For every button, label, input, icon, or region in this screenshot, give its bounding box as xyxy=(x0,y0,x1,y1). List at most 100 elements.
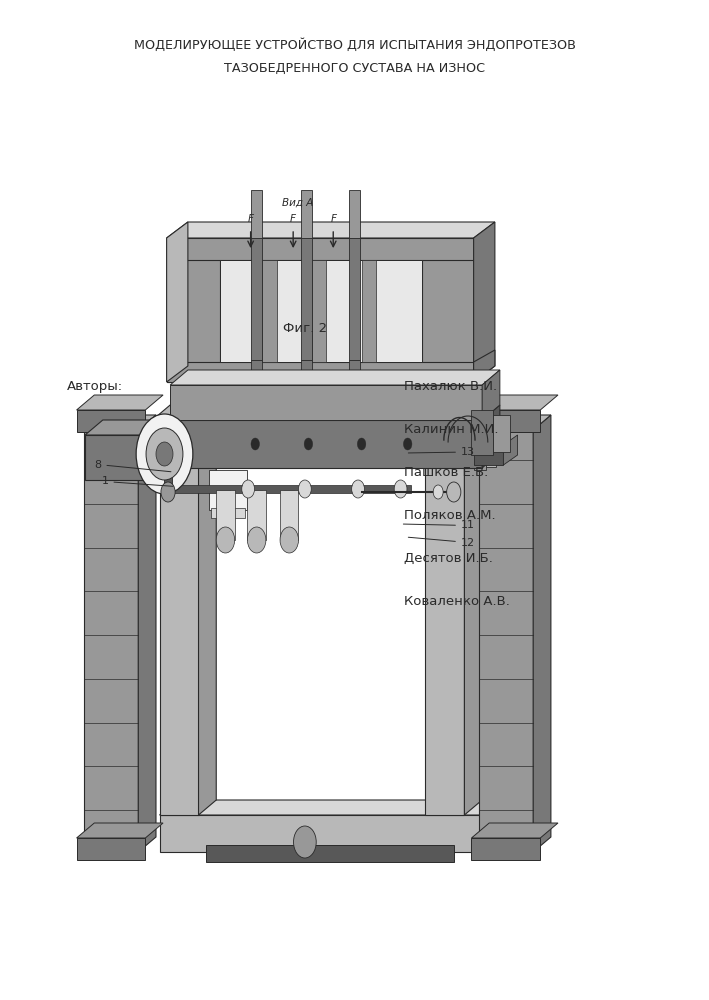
Polygon shape xyxy=(251,360,262,455)
Circle shape xyxy=(403,438,412,450)
Polygon shape xyxy=(199,450,216,815)
Polygon shape xyxy=(152,420,482,468)
Polygon shape xyxy=(479,415,551,430)
Polygon shape xyxy=(216,490,235,540)
Polygon shape xyxy=(160,800,510,815)
Polygon shape xyxy=(301,190,312,238)
Polygon shape xyxy=(474,222,495,382)
Polygon shape xyxy=(312,260,326,362)
Polygon shape xyxy=(77,823,163,838)
Polygon shape xyxy=(251,190,262,238)
Polygon shape xyxy=(464,450,482,815)
Polygon shape xyxy=(167,240,220,382)
Polygon shape xyxy=(85,435,152,480)
Polygon shape xyxy=(471,395,558,410)
Polygon shape xyxy=(479,430,533,852)
Polygon shape xyxy=(251,238,262,360)
Polygon shape xyxy=(301,360,312,455)
Polygon shape xyxy=(167,362,474,382)
Circle shape xyxy=(357,438,366,450)
Text: 8: 8 xyxy=(94,460,171,472)
Circle shape xyxy=(247,527,266,553)
Polygon shape xyxy=(471,823,558,838)
Text: МОДЕЛИРУЮЩЕЕ УСТРОЙСТВО ДЛЯ ИСПЫТАНИЯ ЭНДОПРОТЕЗОВ: МОДЕЛИРУЮЩЕЕ УСТРОЙСТВО ДЛЯ ИСПЫТАНИЯ ЭН… xyxy=(133,38,576,52)
Polygon shape xyxy=(167,222,495,238)
Circle shape xyxy=(242,480,255,498)
Polygon shape xyxy=(474,425,486,470)
Text: Фиг. 2: Фиг. 2 xyxy=(283,322,327,335)
Polygon shape xyxy=(425,450,482,465)
Circle shape xyxy=(161,482,175,502)
Polygon shape xyxy=(77,395,163,410)
Polygon shape xyxy=(220,260,422,362)
Polygon shape xyxy=(206,845,454,862)
Polygon shape xyxy=(482,370,500,420)
Text: Пахалюк В.И.: Пахалюк В.И. xyxy=(404,380,497,393)
Polygon shape xyxy=(170,385,482,420)
Text: Калинин М.И.: Калинин М.И. xyxy=(404,423,498,436)
Polygon shape xyxy=(252,490,262,535)
Polygon shape xyxy=(422,240,474,382)
Polygon shape xyxy=(160,450,216,465)
Circle shape xyxy=(298,480,311,498)
Circle shape xyxy=(433,485,443,499)
Polygon shape xyxy=(474,350,495,382)
Circle shape xyxy=(447,482,461,502)
Polygon shape xyxy=(425,465,464,815)
Circle shape xyxy=(280,527,298,553)
Polygon shape xyxy=(167,238,474,260)
Circle shape xyxy=(294,826,316,858)
Polygon shape xyxy=(170,370,500,385)
Text: F: F xyxy=(330,214,336,224)
Polygon shape xyxy=(471,838,540,860)
Polygon shape xyxy=(84,430,138,852)
Text: 11: 11 xyxy=(403,520,475,530)
Polygon shape xyxy=(349,238,360,360)
Text: Вид А: Вид А xyxy=(282,198,313,208)
Text: Авторы:: Авторы: xyxy=(67,380,123,393)
Polygon shape xyxy=(160,815,493,852)
Text: 1: 1 xyxy=(101,477,173,487)
Text: 12: 12 xyxy=(408,537,475,548)
Polygon shape xyxy=(349,190,360,238)
Circle shape xyxy=(352,480,364,498)
Circle shape xyxy=(156,442,173,466)
Polygon shape xyxy=(84,415,156,430)
Polygon shape xyxy=(301,238,312,360)
Text: Пашков Е.В.: Пашков Е.В. xyxy=(404,466,489,479)
Polygon shape xyxy=(170,485,411,493)
Circle shape xyxy=(216,527,235,553)
Polygon shape xyxy=(77,838,145,860)
Polygon shape xyxy=(493,800,510,852)
Polygon shape xyxy=(152,405,500,420)
Polygon shape xyxy=(138,415,156,852)
Polygon shape xyxy=(474,445,503,465)
Circle shape xyxy=(304,438,313,450)
Polygon shape xyxy=(160,465,199,815)
Polygon shape xyxy=(247,490,266,540)
Polygon shape xyxy=(503,435,518,465)
Polygon shape xyxy=(85,420,170,435)
Polygon shape xyxy=(211,508,245,518)
Text: Коваленко А.В.: Коваленко А.В. xyxy=(404,595,510,608)
Polygon shape xyxy=(362,260,376,362)
Polygon shape xyxy=(262,260,277,362)
Polygon shape xyxy=(152,420,170,480)
Polygon shape xyxy=(177,800,510,840)
Polygon shape xyxy=(482,405,500,468)
Circle shape xyxy=(251,438,259,450)
Polygon shape xyxy=(471,410,540,432)
Text: Поляков А.М.: Поляков А.М. xyxy=(404,509,496,522)
Polygon shape xyxy=(167,222,188,382)
Circle shape xyxy=(136,414,193,494)
Polygon shape xyxy=(349,360,360,455)
Circle shape xyxy=(394,480,407,498)
Polygon shape xyxy=(284,490,294,535)
Polygon shape xyxy=(77,410,145,432)
Circle shape xyxy=(146,428,183,480)
Text: Десятов И.Б.: Десятов И.Б. xyxy=(404,552,493,565)
Polygon shape xyxy=(280,490,298,540)
Text: ТАЗОБЕДРЕННОГО СУСТАВА НА ИЗНОС: ТАЗОБЕДРЕННОГО СУСТАВА НА ИЗНОС xyxy=(224,62,485,75)
Polygon shape xyxy=(486,428,496,467)
Text: F: F xyxy=(290,214,296,224)
